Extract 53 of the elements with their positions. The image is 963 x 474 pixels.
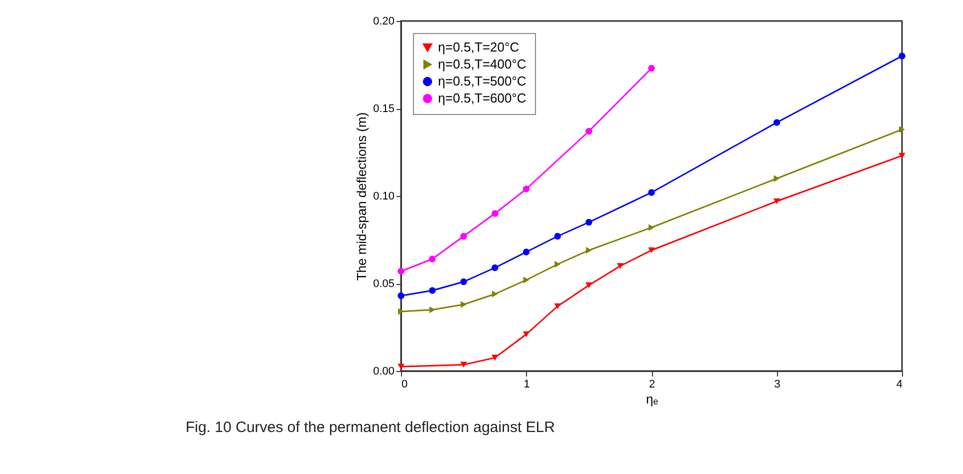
point — [648, 64, 655, 72]
point — [398, 292, 404, 300]
x-tick-label: 0 — [402, 378, 408, 390]
legend-label: η=0.5,T=600°C — [438, 90, 526, 106]
y-tick-label: 0.15 — [373, 103, 394, 115]
point — [648, 189, 655, 196]
point — [898, 152, 906, 159]
point — [586, 128, 592, 135]
x-tick-label: 1 — [524, 378, 530, 390]
point — [586, 246, 592, 254]
point — [774, 175, 780, 182]
y-axis-title: The mid-span deflections (m) — [354, 112, 370, 281]
point — [899, 126, 905, 133]
legend-label: η=0.5,T=20°C — [438, 40, 520, 54]
point — [898, 52, 906, 60]
point — [554, 303, 561, 310]
point — [492, 354, 498, 361]
point — [648, 224, 654, 231]
point — [429, 306, 436, 314]
point — [428, 287, 436, 294]
point — [522, 331, 530, 338]
y-tick-label: 0.00 — [373, 366, 394, 378]
point — [586, 218, 592, 226]
point — [522, 186, 530, 192]
caption: Fig. 10 Curves of the permanent deflection against ELR — [186, 419, 556, 436]
point — [460, 301, 467, 308]
legend-label: η=0.5,T=400°C — [438, 56, 526, 72]
point — [616, 263, 624, 269]
point — [522, 248, 530, 256]
y-tick-label: 0.20 — [373, 16, 394, 28]
x-tick-label: 3 — [774, 378, 780, 390]
point — [586, 282, 592, 288]
legend-label: η=0.5,T=500°C — [438, 74, 526, 88]
point — [648, 247, 655, 254]
point — [460, 278, 467, 286]
point — [554, 260, 560, 268]
point — [428, 256, 436, 262]
point — [398, 268, 404, 275]
x-tick-label: 2 — [648, 378, 656, 390]
point — [554, 232, 561, 240]
y-tick-label: 0.05 — [373, 278, 394, 290]
point — [492, 290, 498, 298]
x-axis-title: ηₑ — [646, 392, 658, 406]
point — [460, 362, 467, 368]
point — [460, 232, 467, 240]
point — [398, 308, 404, 315]
point — [773, 198, 780, 204]
point — [523, 276, 530, 284]
point — [773, 119, 780, 126]
y-tick-label: 0.10 — [373, 190, 394, 202]
x-tick-label: 4 — [896, 378, 902, 390]
point — [492, 264, 498, 272]
point — [492, 210, 498, 217]
